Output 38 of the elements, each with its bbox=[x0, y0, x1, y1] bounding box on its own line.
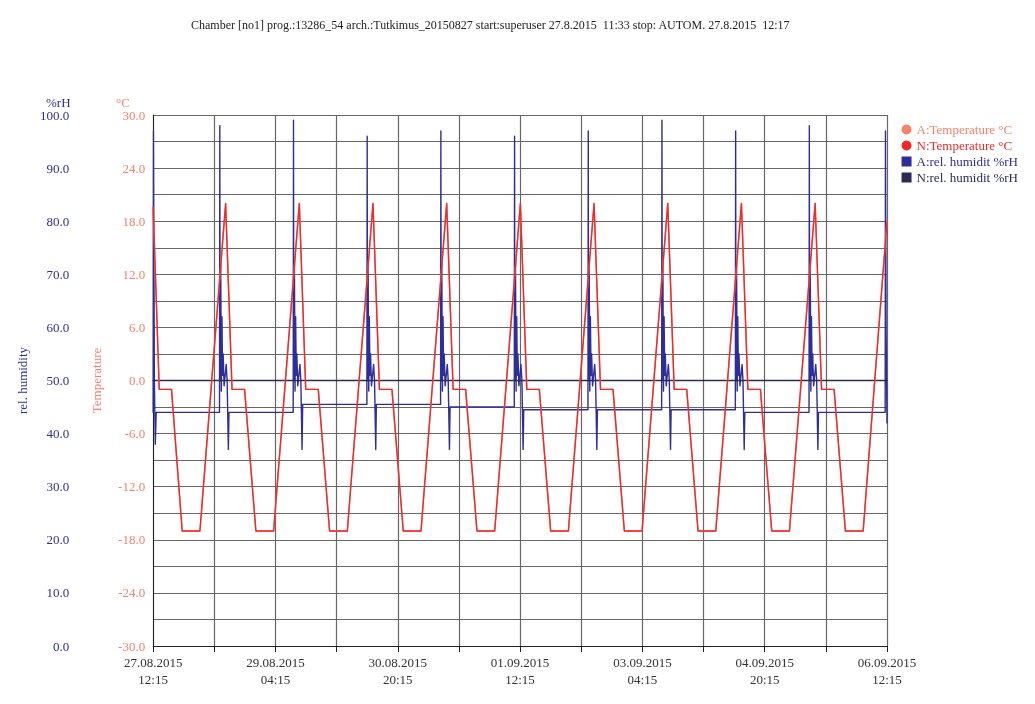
x-tick-label: 27.08.2015 12:15 bbox=[123, 655, 183, 687]
x-tick-label: 01.09.2015 12:15 bbox=[490, 655, 550, 687]
y2-tick-label: -6.0 bbox=[124, 426, 146, 442]
y2-tick-label: 6.0 bbox=[128, 319, 146, 335]
y-tick-label: 80.0 bbox=[46, 213, 70, 229]
x-tick-label: 03.09.2015 04:15 bbox=[613, 655, 672, 687]
legend-label: N:rel. humidit %rH bbox=[916, 170, 1019, 185]
y2-tick-label: 30.0 bbox=[122, 107, 146, 123]
y2-tick-label: -30.0 bbox=[118, 638, 146, 654]
y2-tick-label: -12.0 bbox=[118, 479, 146, 495]
y2-tick-label: 12.0 bbox=[122, 266, 146, 282]
y2-axis-title: Temperature bbox=[89, 347, 105, 414]
chart-title: Chamber [no1] prog.:13286_54 arch.:Tutkimus_20150827 start:superuser 27.8.2015 11:33 stop: AUTOM. 27.8.2015 12:17 bbox=[191, 18, 790, 32]
y-tick-label: 0.0 bbox=[52, 638, 70, 654]
y-tick-label: 100.0 bbox=[39, 107, 70, 123]
y2-tick-label: -18.0 bbox=[118, 532, 146, 548]
text: °C bbox=[116, 95, 130, 110]
y-tick-label: 90.0 bbox=[46, 160, 70, 176]
y-tick-label: 40.0 bbox=[46, 426, 70, 442]
y2-tick-label: 24.0 bbox=[122, 160, 146, 176]
y2-tick-label: 18.0 bbox=[122, 213, 146, 229]
y-tick-label: 70.0 bbox=[46, 266, 70, 282]
text: %rH bbox=[46, 95, 71, 110]
x-tick-label: 30.08.2015 20:15 bbox=[368, 655, 428, 687]
y-tick-label: 30.0 bbox=[46, 479, 70, 495]
legend-label: N:Temperature °C bbox=[916, 138, 1013, 153]
x-tick-label: 04.09.2015 20:15 bbox=[735, 655, 794, 687]
x-tick-label: 06.09.2015 12:15 bbox=[857, 655, 917, 687]
legend-label: A:rel. humidit %rH bbox=[916, 154, 1019, 169]
y-tick-label: 20.0 bbox=[46, 532, 70, 548]
y-tick-label: 50.0 bbox=[46, 373, 70, 388]
y-tick-label: 10.0 bbox=[46, 585, 70, 601]
y-axis-title: rel. humidity bbox=[15, 346, 30, 415]
y2-tick-label: 0.0 bbox=[128, 373, 146, 388]
x-tick-label: 29.08.2015 04:15 bbox=[246, 655, 305, 687]
y2-tick-label: -24.0 bbox=[118, 585, 146, 601]
y-tick-label: 60.0 bbox=[46, 319, 70, 335]
legend-label: A:Temperature °C bbox=[916, 122, 1013, 137]
